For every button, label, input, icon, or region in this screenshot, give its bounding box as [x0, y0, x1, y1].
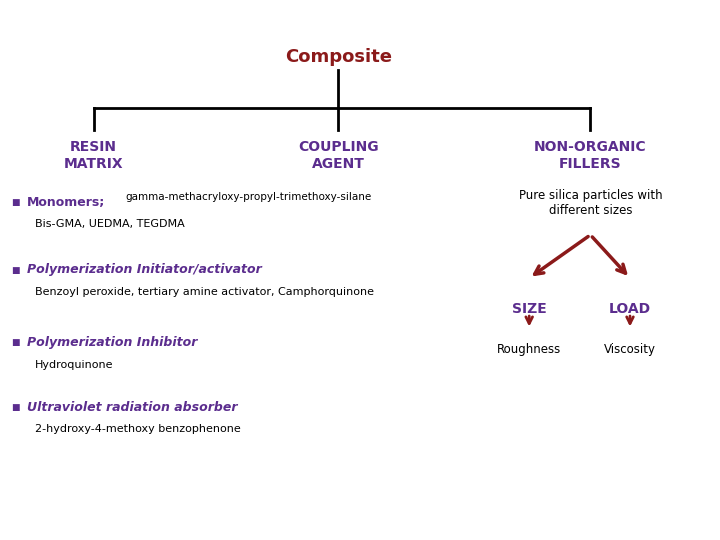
Text: RESIN
MATRIX: RESIN MATRIX [64, 140, 123, 171]
Text: COUPLING
AGENT: COUPLING AGENT [298, 140, 379, 171]
Text: NON-ORGANIC
FILLERS: NON-ORGANIC FILLERS [534, 140, 647, 171]
Text: Bis-GMA, UEDMA, TEGDMA: Bis-GMA, UEDMA, TEGDMA [35, 219, 184, 229]
Text: Hydroquinone: Hydroquinone [35, 360, 113, 369]
Text: Benzoyl peroxide, tertiary amine activator, Camphorquinone: Benzoyl peroxide, tertiary amine activat… [35, 287, 374, 296]
Text: SIZE: SIZE [512, 302, 546, 316]
Text: ■: ■ [11, 339, 19, 347]
Text: LOAD: LOAD [609, 302, 651, 316]
Text: ■: ■ [11, 403, 19, 412]
Text: Roughness: Roughness [497, 343, 562, 356]
Text: Monomers;: Monomers; [27, 196, 106, 209]
Text: Composite: Composite [285, 48, 392, 66]
Text: Ultraviolet radiation absorber: Ultraviolet radiation absorber [27, 401, 238, 414]
Text: Pure silica particles with
different sizes: Pure silica particles with different siz… [518, 189, 662, 217]
Text: Polymerization Initiator/activator: Polymerization Initiator/activator [27, 264, 262, 276]
Text: Viscosity: Viscosity [604, 343, 656, 356]
Text: gamma-methacryloxy-propyl-trimethoxy-silane: gamma-methacryloxy-propyl-trimethoxy-sil… [125, 192, 372, 202]
Text: 2-hydroxy-4-methoxy benzophenone: 2-hydroxy-4-methoxy benzophenone [35, 424, 240, 434]
Text: Polymerization Inhibitor: Polymerization Inhibitor [27, 336, 198, 349]
Text: ■: ■ [11, 198, 19, 207]
Text: ■: ■ [11, 266, 19, 274]
